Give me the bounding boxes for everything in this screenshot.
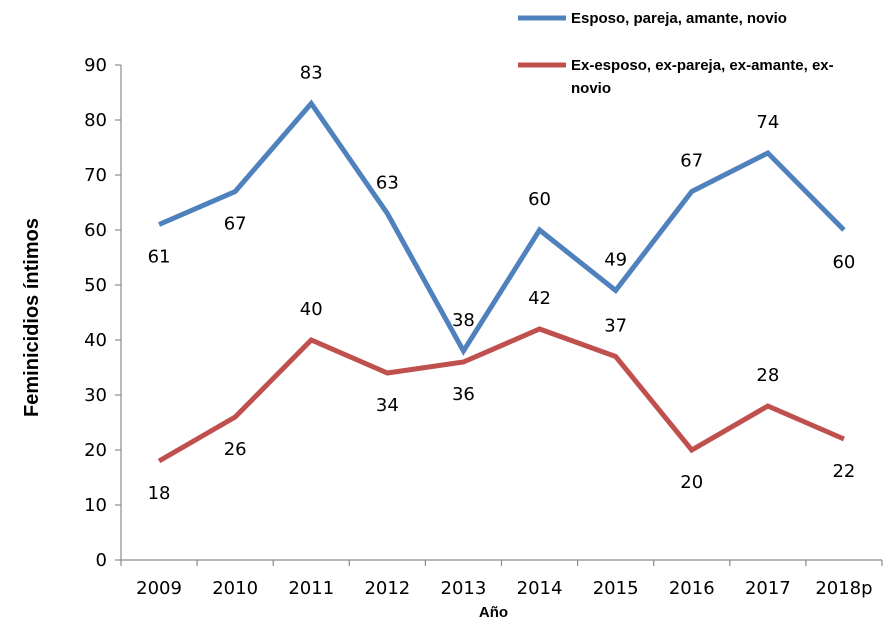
data-label: 22 <box>832 461 855 482</box>
y-axis-title: Feminicidios íntimos <box>21 218 43 417</box>
data-label: 36 <box>452 384 475 405</box>
data-label: 67 <box>224 214 247 235</box>
x-tick-label: 2014 <box>517 578 563 599</box>
legend-label: novio <box>571 80 611 97</box>
data-label: 20 <box>680 472 703 493</box>
y-tick-label: 40 <box>84 330 107 351</box>
x-tick-label: 2013 <box>441 578 487 599</box>
y-tick-label: 80 <box>84 110 107 131</box>
data-label: 60 <box>528 189 551 210</box>
y-tick-label: 60 <box>84 220 107 241</box>
x-tick-label: 2010 <box>212 578 258 599</box>
x-tick-label: 2015 <box>593 578 639 599</box>
legend-label: Esposo, pareja, amante, novio <box>571 10 787 27</box>
series-line-2 <box>157 326 845 464</box>
y-tick-label: 20 <box>84 440 107 461</box>
data-label: 40 <box>300 299 323 320</box>
data-label: 42 <box>528 288 551 309</box>
data-label: 74 <box>756 112 779 133</box>
data-label: 37 <box>604 316 627 337</box>
data-label: 67 <box>680 151 703 172</box>
series-group <box>157 99 846 464</box>
series-line-1 <box>158 99 846 356</box>
data-label: 49 <box>604 250 627 271</box>
data-labels: 61 67 83 63 38 60 49 67 74 60 18 26 40 34 36 42 37 20 28 22 <box>148 63 856 505</box>
data-label: 38 <box>452 310 475 331</box>
x-tick-label: 2009 <box>136 578 182 599</box>
data-label: 60 <box>832 252 855 273</box>
data-label: 34 <box>376 395 399 416</box>
x-tick-label: 2017 <box>745 578 791 599</box>
data-label: 61 <box>148 247 171 268</box>
data-label: 18 <box>148 483 171 504</box>
y-tick-label: 90 <box>84 55 107 76</box>
legend-label: Ex-esposo, ex-pareja, ex-amante, ex- <box>571 57 834 74</box>
y-tick-label: 50 <box>84 275 107 296</box>
data-label: 26 <box>224 439 247 460</box>
x-tick-label: 2011 <box>288 578 334 599</box>
y-axis-ticks: 0 10 20 30 40 50 60 70 80 90 <box>84 55 121 571</box>
y-tick-label: 30 <box>84 385 107 406</box>
data-label: 63 <box>376 173 399 194</box>
data-label: 28 <box>756 365 779 386</box>
y-tick-label: 10 <box>84 495 107 516</box>
y-tick-label: 0 <box>96 550 107 571</box>
x-tick-label: 2012 <box>364 578 410 599</box>
axes <box>120 65 882 561</box>
data-label: 83 <box>300 63 323 84</box>
x-axis-title: Año <box>479 604 508 621</box>
x-tick-label: 2018p <box>815 578 872 599</box>
x-axis-ticks: 2009 2010 2011 2012 2013 2014 2015 2016 2017 2018… <box>120 560 883 599</box>
x-tick-label: 2016 <box>669 578 715 599</box>
y-tick-label: 70 <box>84 165 107 186</box>
legend: Esposo, pareja, amante, novio Ex-esposo, … <box>518 10 834 97</box>
